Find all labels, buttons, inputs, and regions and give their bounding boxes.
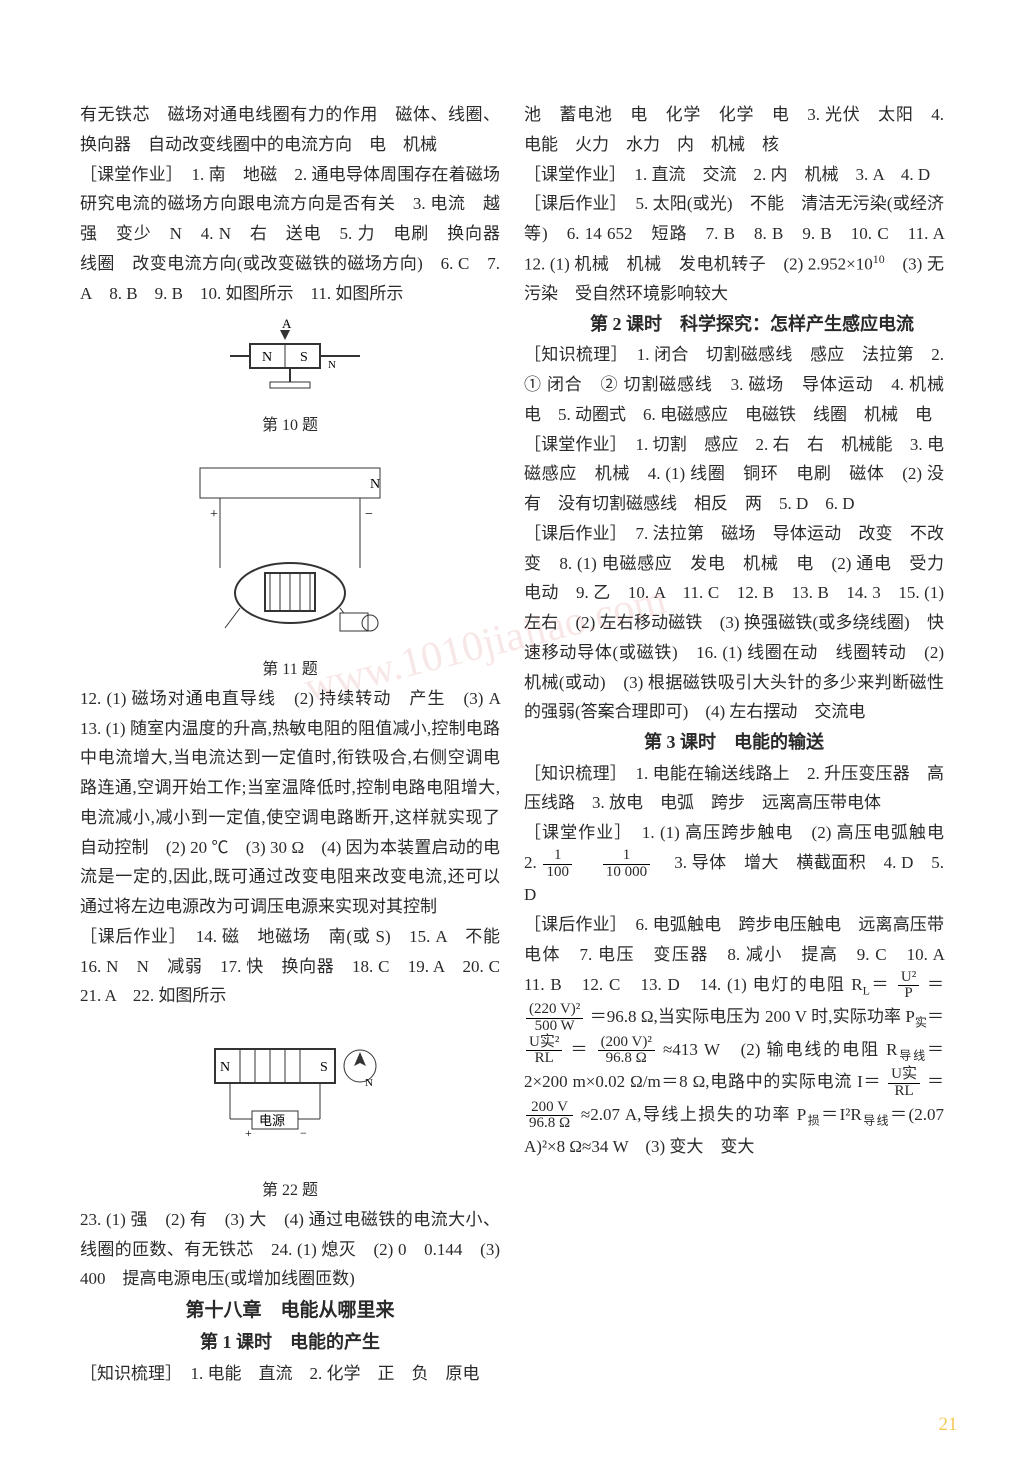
chapter-18-title: 第十八章 电能从哪里来 xyxy=(80,1294,500,1327)
r9-b: ＝ xyxy=(870,975,890,994)
frac1-num: 1 xyxy=(543,848,572,865)
para-r8: ［课堂作业］ 1. (1) 高压跨步触电 (2) 高压电弧触电 2. 1100 … xyxy=(524,818,944,910)
r9-d: ＝96.8 Ω,当实际电压为 200 V 时,实际功率 P xyxy=(590,1007,915,1026)
svg-text:N: N xyxy=(328,359,336,371)
para-r7: ［知识梳理］ 1. 电能在输送线路上 2. 升压变压器 高压线路 3. 放电 电… xyxy=(524,759,944,819)
fig11-svg: N + − xyxy=(170,448,410,638)
para-r5: ［课堂作业］ 1. 切割 感应 2. 右 右 机械能 3. 电磁感应 机械 4.… xyxy=(524,430,944,519)
fig10-svg: N S A N xyxy=(190,316,390,394)
r9-j: ≈2.07 A,导线上损失的功率 P xyxy=(581,1105,806,1124)
r9-a: ［课后作业］ 6. 电弧触电 跨步电压触电 远离高压带电体 7. 电压 变压器 … xyxy=(524,915,961,994)
para-l5: 23. (1) 强 (2) 有 (3) 大 (4) 通过电磁铁的电流大小、线圈的… xyxy=(80,1205,500,1294)
svg-text:−: − xyxy=(365,507,373,522)
eq2-num: (220 V)² xyxy=(526,1002,583,1019)
section-3-title: 第 3 课时 电能的输送 xyxy=(524,727,944,759)
r9-sub3: 导线 xyxy=(897,1048,927,1062)
para-l2: ［课堂作业］ 1. 南 地磁 2. 通电导体周围存在着磁场 研究电流的磁场方向跟… xyxy=(80,160,500,309)
para-r3: ［课后作业］ 5. 太阳(或光) 不能 清洁无污染(或经济等) 6. 14 65… xyxy=(524,189,944,309)
fig11-caption: 第 11 题 xyxy=(80,656,500,684)
left-column: 有无铁芯 磁场对通电线圈有力的作用 磁体、线圈、换向器 自动改变线圈中的电流方向… xyxy=(80,100,500,1389)
eq4: (200 V)²96.8 Ω xyxy=(598,1035,655,1068)
svg-text:+: + xyxy=(245,1126,252,1140)
para-l3: 12. (1) 磁场对通电直导线 (2) 持续转动 产生 (3) A 13. (… xyxy=(80,684,500,922)
eq5: U实RL xyxy=(888,1067,920,1100)
eq1-den: P xyxy=(898,986,919,1002)
r9-f: ＝ xyxy=(571,1040,590,1059)
eq4-den: 96.8 Ω xyxy=(598,1051,655,1067)
page-number: 21 xyxy=(928,1405,968,1445)
svg-text:S: S xyxy=(320,1060,328,1075)
svg-text:N: N xyxy=(370,477,380,492)
para-l1: 有无铁芯 磁场对通电线圈有力的作用 磁体、线圈、换向器 自动改变线圈中的电流方向… xyxy=(80,100,500,160)
frac2-num: 1 xyxy=(603,848,650,865)
para-r2: ［课堂作业］ 1. 直流 交流 2. 内 机械 3. A 4. D xyxy=(524,160,944,190)
fig22-svg: N S N 电源 + − xyxy=(170,1019,410,1159)
para-r9: ［课后作业］ 6. 电弧触电 跨步电压触电 远离高压带电体 7. 电压 变压器 … xyxy=(524,910,944,1162)
svg-text:A: A xyxy=(282,316,292,331)
gap xyxy=(579,853,596,872)
svg-text:N: N xyxy=(365,1077,373,1089)
r9-e: ＝ xyxy=(927,1007,944,1026)
r9-sub1: L xyxy=(863,983,870,997)
r9-sub2: 实 xyxy=(915,1016,927,1030)
para-r4: ［知识梳理］ 1. 闭合 切割磁感线 感应 法拉第 2. ① 闭合 ② 切割磁感… xyxy=(524,340,944,429)
r9-g: ≈413 W (2) 输电线的电阻 R xyxy=(663,1040,897,1059)
figure-10: N S A N xyxy=(80,316,500,404)
eq3-den: RL xyxy=(526,1051,562,1067)
para-r6: ［课后作业］ 7. 法拉第 磁场 导体运动 改变 不改变 8. (1) 电磁感应… xyxy=(524,519,944,727)
eq5-den: RL xyxy=(888,1084,920,1100)
frac-1-100: 1100 xyxy=(543,848,572,881)
eq1: U²P xyxy=(898,970,919,1003)
section-2-title: 第 2 课时 科学探究：怎样产生感应电流 xyxy=(524,309,944,341)
r3-sup: 10 xyxy=(873,252,885,266)
svg-text:S: S xyxy=(300,350,308,365)
eq2-den: 500 W xyxy=(526,1019,583,1035)
fig10-caption: 第 10 题 xyxy=(80,412,500,440)
frac1-den: 100 xyxy=(543,865,572,881)
eq6: 200 V96.8 Ω xyxy=(526,1100,573,1133)
right-column: 池 蓄电池 电 化学 化学 电 3. 光伏 太阳 4. 电能 火力 水力 内 机… xyxy=(524,100,944,1389)
eq2: (220 V)²500 W xyxy=(526,1002,583,1035)
r9-c: ＝ xyxy=(927,975,944,994)
figure-22: N S N 电源 + − xyxy=(80,1019,500,1169)
para-r1: 池 蓄电池 电 化学 化学 电 3. 光伏 太阳 4. 电能 火力 水力 内 机… xyxy=(524,100,944,160)
svg-text:+: + xyxy=(210,507,218,522)
eq5-num: U实 xyxy=(888,1067,920,1084)
r9-k: ＝I²R xyxy=(821,1105,862,1124)
r9-sub4: 损 xyxy=(806,1113,821,1127)
figure-11: N + − xyxy=(80,448,500,648)
eq1-num: U² xyxy=(898,970,919,987)
r9-i: ＝ xyxy=(927,1072,944,1091)
page-container: 有无铁芯 磁场对通电线圈有力的作用 磁体、线圈、换向器 自动改变线圈中的电流方向… xyxy=(0,0,1024,1419)
section-1-title: 第 1 课时 电能的产生 xyxy=(80,1327,500,1359)
svg-text:−: − xyxy=(300,1126,307,1140)
eq3-num: U实² xyxy=(526,1035,562,1052)
para-l6: ［知识梳理］ 1. 电能 直流 2. 化学 正 负 原电 xyxy=(80,1359,500,1389)
eq6-den: 96.8 Ω xyxy=(526,1116,573,1132)
eq6-num: 200 V xyxy=(526,1100,573,1117)
frac2-den: 10 000 xyxy=(603,865,650,881)
frac-1-10000: 110 000 xyxy=(603,848,650,881)
svg-text:N: N xyxy=(220,1060,230,1075)
fig22-caption: 第 22 题 xyxy=(80,1177,500,1205)
svg-text:N: N xyxy=(262,350,272,365)
r9-sub5: 导线 xyxy=(862,1113,890,1127)
eq4-num: (200 V)² xyxy=(598,1035,655,1052)
para-l4: ［课后作业］ 14. 磁 地磁场 南(或 S) 15. A 不能 16. N N… xyxy=(80,922,500,1011)
svg-text:电源: 电源 xyxy=(259,1113,285,1128)
eq3: U实²RL xyxy=(526,1035,562,1068)
